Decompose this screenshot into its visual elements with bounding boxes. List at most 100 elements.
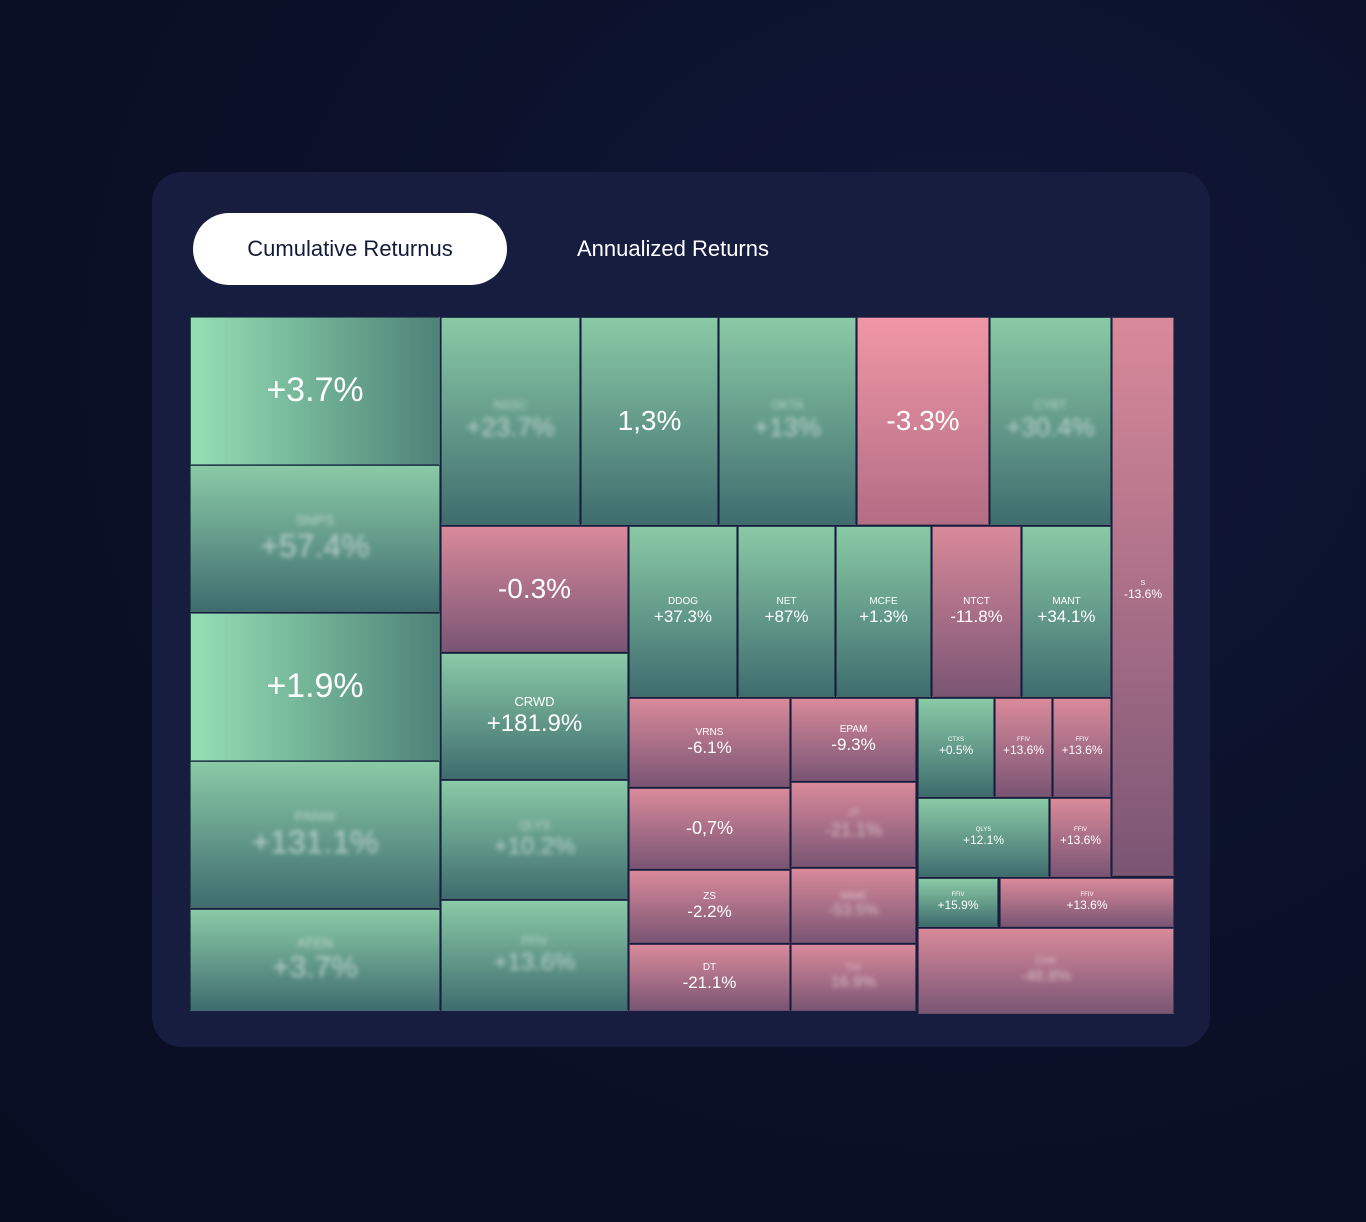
treemap-tile-mcfe-14[interactable]: MCFE +1.3% [836,526,931,697]
tile-ticker: QLYS [975,827,992,834]
treemap-tile-qlys-27[interactable]: QLYS +12.1% [918,798,1049,877]
treemap-tile-mant-16[interactable]: MANT +34.1% [1022,526,1111,697]
treemap-tile-item-0[interactable]: +3.7% [190,317,440,465]
tile-value: 16.9% [830,974,877,992]
treemap-tile-snps-1[interactable]: SNPS +57.4% [190,465,440,612]
tile-value: +131.1% [251,824,379,861]
tile-value: -21.1% [824,819,883,840]
treemap-tile-zs-29[interactable]: ZS -2.2% [629,870,790,943]
treemap-tile-item-25[interactable]: -0,7% [629,788,790,869]
tile-ticker: FFIV [521,933,548,948]
treemap-tile-item-8[interactable]: -3.3% [857,317,989,525]
tile-value: 1,3% [617,404,682,436]
treemap-tile-mime-30[interactable]: MIME -53.5% [791,868,916,943]
tile-value: -3.3% [886,404,960,436]
treemap-tile-epam-21[interactable]: EPAM -9.3% [791,698,916,781]
tile-ticker: NSSC [493,398,528,413]
treemap-tile-ffiv-28[interactable]: FFIV +13.6% [1050,798,1111,877]
tile-value: +57.4% [260,528,370,565]
tile-value: +12.1% [962,833,1005,848]
tile-value: -21.1% [682,973,737,993]
treemap-tile-nssc-5[interactable]: NSSC +23.7% [441,317,580,525]
tile-ticker: CHK [1035,956,1057,968]
tile-ticker: CTXS [947,737,964,744]
treemap-tile-ntct-15[interactable]: NTCT -11.8% [932,526,1021,697]
tile-value: +13.6% [1059,833,1102,848]
tile-ticker: VRNS [695,726,724,738]
tile-value: +181.9% [486,709,583,737]
tile-value: +1.9% [266,667,364,706]
treemap-tile-ctxs-22[interactable]: CTXS +0.5% [918,698,994,797]
tile-ticker: JT [847,808,860,820]
tab-annualized-returns[interactable]: Annualized Returns [576,236,769,261]
tile-ticker: S [1140,580,1146,587]
treemap-tile-aten-4[interactable]: ATEN +3.7% [190,909,440,1011]
tile-value: -0.3% [497,572,572,604]
tile-ticker: NET [776,595,797,607]
tile-value: -9.3% [831,735,876,755]
tile-value: +10.2% [493,832,576,860]
treemap-tile-tiv-34[interactable]: TIV 16.9% [791,944,916,1011]
tile-value: +13% [753,411,822,442]
treemap-tile-ffiv-19[interactable]: FFIV +13.6% [441,900,628,1011]
tile-ticker: CYBT [1034,398,1067,413]
treemap-tile-item-2[interactable]: +1.9% [190,613,440,761]
tile-value: +13.6% [493,948,576,976]
tile-ticker: DDOG [668,595,698,607]
tile-value: +23.7% [466,411,555,442]
treemap-tile-chk-35[interactable]: CHK -46.8% [918,928,1174,1014]
treemap-tile-okta-7[interactable]: OKTA +13% [719,317,856,525]
tile-ticker: PANW [294,808,336,825]
tile-ticker: MANT [1052,595,1081,607]
treemap-tile-ffiv-32[interactable]: FFIV +13.6% [1000,878,1174,927]
treemap-tile-cybt-9[interactable]: CYBT +30.4% [990,317,1111,525]
treemap-tile-ddog-12[interactable]: DDOG +37.3% [629,526,737,697]
treemap-tile-crwd-17[interactable]: CRWD +181.9% [441,653,628,779]
tile-ticker: MIME [840,890,867,902]
tile-value: -6.1% [687,738,732,758]
treemap-tile-ffiv-23[interactable]: FFIV +13.6% [995,698,1052,797]
tile-ticker: OKTA [771,398,804,413]
tile-ticker: FFIV [1017,737,1030,744]
tile-value: +13.6% [1002,743,1045,758]
treemap-tile-item-11[interactable]: -0.3% [441,526,628,652]
tile-ticker: ZS [703,890,716,902]
tile-ticker: CRWD [514,693,555,709]
tile-value: +3.7% [272,950,358,984]
treemap-tile-jt-26[interactable]: JT -21.1% [791,782,916,867]
tile-ticker: FFIV [951,892,965,899]
treemap-tile-s-10[interactable]: S -13.6% [1112,317,1174,876]
treemap-tile-panw-3[interactable]: PANW +131.1% [190,761,440,908]
tile-ticker: FFIV [1074,827,1087,834]
tile-value: +1.3% [859,607,908,627]
treemap-tile-net-13[interactable]: NET +87% [738,526,835,697]
treemap-tile-qlys-18[interactable]: QLYS +10.2% [441,780,628,899]
tile-ticker: MCFE [869,595,898,607]
tile-value: -46.8% [1020,967,1072,985]
tile-value: +0.5% [938,743,974,758]
tile-value: +13.6% [1066,898,1108,913]
tile-ticker: DT [702,961,717,973]
tile-ticker: FFIV [1080,892,1094,899]
tile-value: -11.8% [950,607,1003,627]
treemap-tile-item-6[interactable]: 1,3% [581,317,718,525]
tile-value: +37.3% [653,607,713,627]
tile-value: +87% [764,607,809,627]
tile-ticker: SNPS [295,512,335,529]
tile-value: +30.4% [1006,411,1095,442]
tile-ticker: QLYS [518,817,551,832]
tile-value: +13.6% [1061,743,1103,758]
tile-value: +34.1% [1037,607,1096,627]
tile-value: -13.6% [1123,587,1163,602]
tile-value: +3.7% [266,371,364,410]
tile-value: -0,7% [685,818,734,839]
tile-ticker: TIV [845,962,862,974]
tile-ticker: ATEN [296,934,334,951]
treemap-tile-ffiv-31[interactable]: FFIV +15.9% [918,878,998,927]
tab-cumulative-returns[interactable]: Cumulative Returnus [193,213,507,285]
tile-value: -53.5% [828,902,879,920]
treemap-tile-dt-33[interactable]: DT -21.1% [629,944,790,1011]
treemap-tile-ffiv-24[interactable]: FFIV +13.6% [1053,698,1111,797]
treemap-tile-vrns-20[interactable]: VRNS -6.1% [629,698,790,787]
